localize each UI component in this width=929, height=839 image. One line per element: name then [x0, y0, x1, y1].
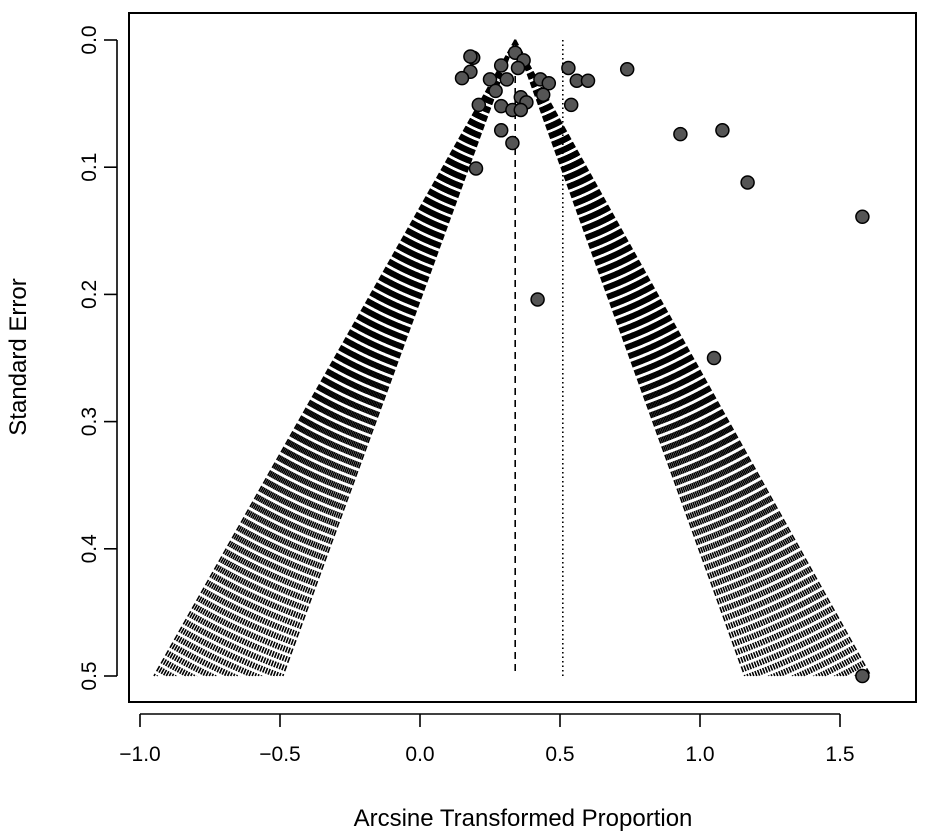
x-tick-label: 0.0	[405, 743, 434, 766]
y-tick-label: 0.5	[78, 661, 101, 690]
funnel-line-left	[193, 39, 516, 677]
funnel-line-left	[202, 39, 516, 677]
funnel-line-left	[226, 39, 516, 677]
data-point	[493, 58, 509, 73]
data-point	[510, 60, 526, 76]
data-point	[482, 72, 498, 87]
funnel-line-left	[183, 39, 516, 677]
y-axis: 0.0 0.1 0.2 0.3 0.4 0.5	[78, 25, 118, 691]
y-tick-label: 0.3	[78, 407, 101, 436]
data-point	[493, 123, 509, 138]
funnel-line-right	[514, 39, 800, 677]
funnel-line-left	[214, 39, 516, 677]
data-point	[513, 102, 529, 118]
funnel-line-left	[236, 39, 516, 677]
data-point	[471, 97, 487, 113]
data-point	[580, 73, 596, 88]
funnel-line-right	[514, 39, 788, 677]
funnel-line-left	[257, 39, 516, 677]
data-point	[673, 126, 688, 142]
funnel-line-left	[220, 39, 516, 677]
funnel-line-left	[199, 39, 516, 677]
funnel-line-left	[153, 39, 516, 677]
funnel-line-right	[514, 39, 794, 677]
funnel-line-right	[514, 39, 779, 677]
funnel-line-left	[251, 39, 516, 677]
data-point	[715, 123, 730, 138]
funnel-line-left	[242, 39, 516, 677]
funnel-line-right	[514, 39, 791, 677]
reference-lines	[514, 40, 564, 676]
funnel-line-right	[514, 39, 872, 677]
data-point	[530, 292, 545, 307]
funnel-line-left	[233, 39, 516, 677]
funnel-line-right	[514, 39, 773, 677]
data-points	[454, 45, 870, 684]
funnel-line-left	[190, 39, 516, 677]
x-tick-label: 1.0	[685, 743, 714, 766]
funnel-line-left	[187, 39, 516, 677]
funnel-line-left	[254, 39, 516, 677]
data-point	[468, 161, 484, 176]
funnel-line-right	[514, 39, 812, 677]
x-tick-label: 0.5	[545, 743, 574, 766]
funnel-line-left	[217, 39, 516, 677]
data-point	[740, 175, 755, 190]
funnel-line-left	[239, 39, 516, 677]
data-point	[619, 62, 635, 77]
funnel-line-left	[245, 39, 516, 677]
funnel-line-right	[514, 39, 770, 677]
data-point	[563, 97, 579, 113]
funnel-line-right	[514, 39, 782, 677]
funnel-line-left	[177, 39, 516, 677]
funnel-line-right	[514, 39, 809, 677]
x-axis-title: Arcsine Transformed Proportion	[354, 805, 693, 832]
funnel-line-left	[260, 39, 516, 677]
funnel-line-left	[211, 39, 516, 677]
x-tick-label: 1.5	[825, 743, 854, 766]
data-point	[541, 75, 557, 91]
data-point	[561, 60, 576, 76]
funnel-line-right	[514, 39, 803, 677]
x-tick-label: −1.0	[119, 743, 160, 766]
funnel-line-right	[514, 39, 815, 677]
funnel-line-left	[229, 39, 516, 677]
funnel-line-right	[514, 39, 827, 677]
plot-frame	[128, 12, 917, 703]
data-point	[499, 72, 515, 87]
y-tick-label: 0.4	[78, 534, 101, 564]
data-point	[706, 350, 722, 366]
funnel-line-left	[208, 39, 516, 677]
funnel-line-left	[196, 39, 516, 677]
data-point	[488, 83, 503, 99]
funnel-line-left	[205, 39, 516, 677]
data-point	[855, 209, 870, 225]
funnel-line-right	[514, 39, 821, 677]
funnel-line-right	[514, 39, 776, 677]
x-tick-label: −0.5	[259, 743, 300, 766]
data-point	[454, 70, 470, 86]
data-point	[855, 668, 870, 684]
data-point	[505, 135, 520, 151]
funnel-region	[153, 39, 872, 677]
funnel-line-right	[514, 39, 818, 677]
y-axis-title: Standard Error	[5, 278, 32, 435]
funnel-line-left	[180, 39, 516, 677]
funnel-line-right	[514, 39, 785, 677]
x-axis: −1.0 −0.5 0.0 0.5 1.0 1.5	[119, 713, 855, 766]
funnel-line-left	[248, 39, 516, 677]
data-point	[535, 87, 551, 102]
funnel-line-right	[514, 39, 824, 677]
y-tick-label: 0.1	[78, 153, 101, 182]
funnel-line-right	[514, 39, 797, 677]
data-point	[463, 49, 478, 64]
y-tick-label: 0.0	[78, 25, 101, 54]
y-tick-label: 0.2	[78, 280, 101, 309]
